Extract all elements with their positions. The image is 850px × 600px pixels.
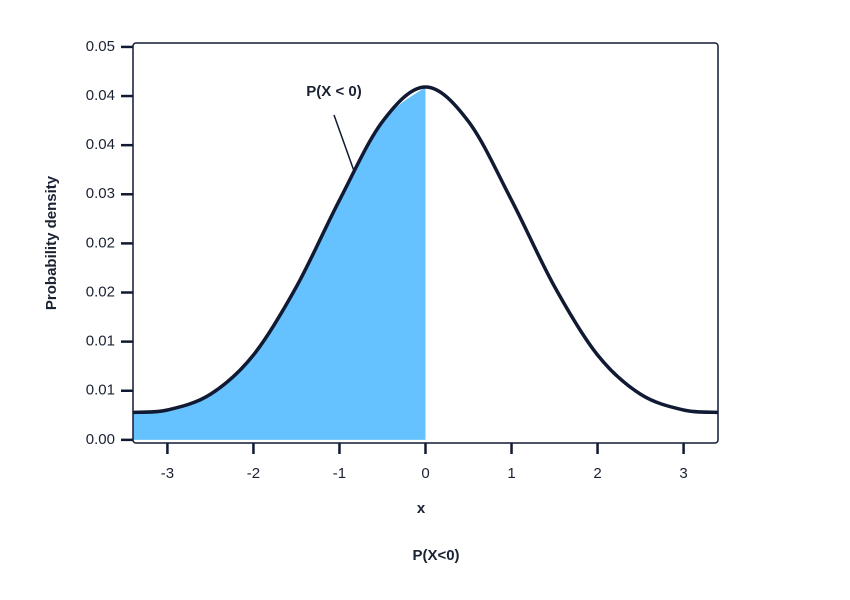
x-tick-label: -3 <box>161 465 174 482</box>
x-tick-label: 0 <box>421 465 429 482</box>
x-tick-label: 1 <box>507 465 515 482</box>
y-tick-label: 0.05 <box>86 38 115 55</box>
x-tick-label: 2 <box>593 465 601 482</box>
y-tick-label: 0.02 <box>86 234 115 251</box>
annotation: P(X < 0) <box>306 83 361 100</box>
y-tick-label: 0.03 <box>86 185 115 202</box>
y-tick-label: 0.01 <box>86 382 115 399</box>
y-tick-label: 0.01 <box>86 333 115 350</box>
x-axis-label: x <box>417 500 426 517</box>
y-tick-label: 0.04 <box>86 87 115 104</box>
y-tick-label: 0.02 <box>86 283 115 300</box>
shaded-area <box>133 87 426 440</box>
y-tick-label: 0.00 <box>86 431 115 448</box>
chart-title: P(X<0) <box>412 547 459 564</box>
density-curve <box>132 85 719 415</box>
x-tick-label: -1 <box>333 465 346 482</box>
y-axis-label: Probability density <box>43 175 60 310</box>
y-tick-label: 0.04 <box>86 136 115 153</box>
x-tick-label: -2 <box>247 465 260 482</box>
x-tick-label: 3 <box>679 465 687 482</box>
